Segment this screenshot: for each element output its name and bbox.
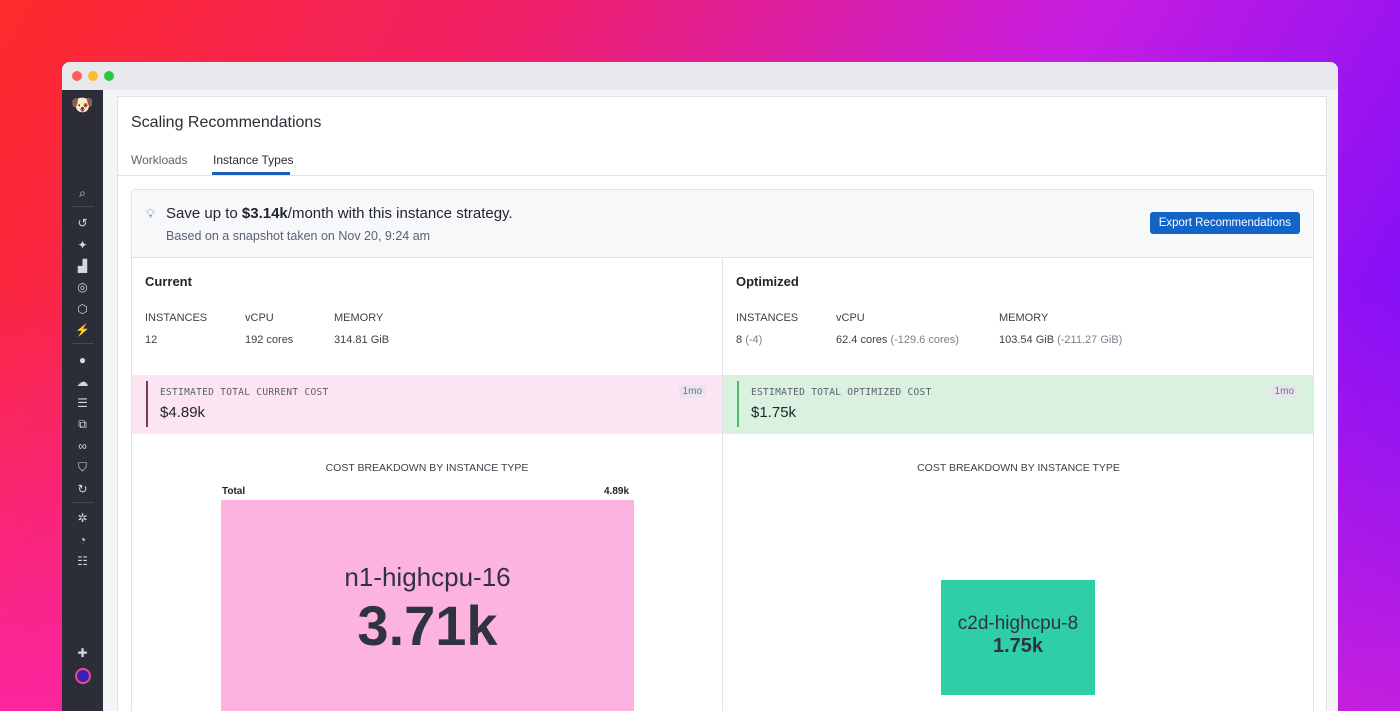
avatar[interactable]	[62, 668, 103, 687]
treemap-tile-n1-highcpu-16[interactable]: n1-highcpu-16 3.71k	[221, 500, 634, 711]
vcpu-delta: (-129.6 cores)	[890, 334, 959, 346]
maximize-dot[interactable]	[104, 71, 114, 81]
cloud-cost-icon[interactable]: ☁	[76, 375, 89, 389]
puzzle-icon[interactable]: ✚	[77, 646, 88, 660]
vcpu-label: vCPU	[245, 312, 274, 324]
treemap-tile-c2d-highcpu-8[interactable]: c2d-highcpu-8 1.75k	[941, 580, 1095, 695]
instances-number: 8	[736, 334, 743, 346]
vcpu-value: 192 cores	[245, 334, 294, 346]
savings-amount: $3.14k	[241, 205, 288, 222]
chart-area-icon[interactable]: ▟	[77, 259, 88, 273]
optimized-heading: Optimized	[736, 274, 799, 289]
breakdown-title: COST BREAKDOWN BY INSTANCE TYPE	[325, 462, 529, 474]
optimized-column: Optimized INSTANCES vCPU MEMORY 8 (-4) 6…	[723, 258, 1313, 711]
instances-delta: (-4)	[745, 334, 763, 346]
current-cost-strip: ESTIMATED TOTAL CURRENT COST $4.89k 1mo	[132, 375, 722, 434]
snapshot-text: Based on a snapshot taken on Nov 20, 9:2…	[166, 229, 431, 243]
memory-value: 103.54 GiB (-211.27 GiB)	[999, 334, 1122, 346]
resize-icon[interactable]: ⧉	[78, 417, 87, 431]
infrastructure-icon[interactable]: ●	[78, 353, 87, 367]
sparkle-icon[interactable]: ✦	[77, 238, 88, 252]
current-column: Current INSTANCES vCPU MEMORY 12 192 cor…	[132, 258, 723, 711]
minimize-dot[interactable]	[88, 71, 98, 81]
savings-prefix: Save up to	[166, 205, 242, 222]
browser-window: 🐶 ⌕ ↺ ✦ ▟ ◎ ⬡ ⚡ ● ☁ ☰ ⧉ ∞ ⛉ ↻ ✲ ◔ ☷ ✚ Sc…	[62, 62, 1338, 711]
tile-value: 3.71k	[357, 594, 498, 657]
tab-instance-types[interactable]: Instance Types	[213, 153, 294, 167]
synthetics-icon[interactable]: ☷	[77, 554, 88, 568]
vcpu-value: 62.4 cores (-129.6 cores)	[836, 334, 959, 346]
target-icon[interactable]: ◎	[77, 280, 88, 294]
current-cost-value: $4.89k	[160, 404, 206, 421]
memory-label: MEMORY	[999, 312, 1049, 324]
tile-name: c2d-highcpu-8	[957, 613, 1079, 634]
title-bar	[62, 62, 1338, 90]
bug-icon[interactable]: ✲	[77, 511, 88, 525]
treemap-total-label: Total	[222, 486, 246, 497]
tile-value: 1.75k	[992, 635, 1044, 657]
treemap-total-value: 4.89k	[604, 486, 630, 497]
link-icon[interactable]: ∞	[78, 439, 87, 453]
optimized-cost-strip: ESTIMATED TOTAL OPTIMIZED COST $1.75k 1m…	[723, 375, 1313, 434]
optimized-cost-label: ESTIMATED TOTAL OPTIMIZED COST	[751, 387, 932, 398]
lightning-icon[interactable]: ⚡	[75, 323, 90, 337]
divider	[72, 206, 94, 207]
tile-name: n1-highcpu-16	[344, 562, 511, 592]
period-badge: 1mo	[678, 385, 706, 398]
shield-icon[interactable]: ⛉	[77, 460, 87, 474]
divider	[72, 343, 94, 344]
instances-label: INSTANCES	[145, 312, 208, 324]
instances-label: INSTANCES	[736, 312, 799, 324]
savings-banner: 💡︎ Save up to $3.14k/month with this ins…	[132, 190, 1313, 258]
current-cost-label: ESTIMATED TOTAL CURRENT COST	[160, 387, 329, 398]
close-dot[interactable]	[72, 71, 82, 81]
vcpu-number: 62.4 cores	[836, 334, 888, 346]
main-card: Scaling Recommendations Workloads Instan…	[117, 96, 1327, 711]
recommendation-panel: 💡︎ Save up to $3.14k/month with this ins…	[131, 189, 1314, 711]
active-tab-indicator	[212, 172, 290, 175]
history-icon[interactable]: ↺	[77, 216, 88, 230]
divider	[118, 175, 1326, 176]
pipeline-icon[interactable]: ☰	[77, 396, 88, 410]
tab-workloads[interactable]: Workloads	[131, 153, 188, 167]
sidebar: 🐶 ⌕ ↺ ✦ ▟ ◎ ⬡ ⚡ ● ☁ ☰ ⧉ ∞ ⛉ ↻ ✲ ◔ ☷ ✚	[62, 90, 103, 711]
cubes-icon[interactable]: ⬡	[77, 302, 88, 316]
memory-number: 103.54 GiB	[999, 334, 1055, 346]
savings-text: Save up to $3.14k/month with this instan…	[166, 205, 513, 222]
refresh-icon[interactable]: ↻	[77, 482, 88, 496]
memory-value: 314.81 GiB	[334, 334, 390, 346]
optimized-cost-value: $1.75k	[751, 404, 797, 421]
export-recommendations-button[interactable]: Export Recommendations	[1149, 212, 1300, 234]
period-badge: 1mo	[1270, 385, 1298, 398]
accent-bar	[146, 381, 148, 427]
memory-label: MEMORY	[334, 312, 384, 324]
instances-value: 8 (-4)	[736, 334, 762, 346]
dog-logo-icon[interactable]: 🐶	[71, 95, 94, 115]
lightbulb-icon: 💡︎	[146, 206, 156, 221]
instances-value: 12	[145, 334, 158, 346]
search-icon[interactable]: ⌕	[79, 186, 86, 200]
accent-bar	[737, 381, 739, 427]
breakdown-title: COST BREAKDOWN BY INSTANCE TYPE	[917, 462, 1120, 474]
divider	[72, 502, 94, 503]
vcpu-label: vCPU	[836, 312, 865, 324]
gauge-icon[interactable]: ◔	[78, 533, 87, 547]
current-heading: Current	[145, 274, 192, 289]
memory-delta: (-211.27 GiB)	[1057, 334, 1123, 346]
savings-suffix: /month with this instance strategy.	[287, 205, 513, 222]
page-title: Scaling Recommendations	[131, 114, 322, 131]
